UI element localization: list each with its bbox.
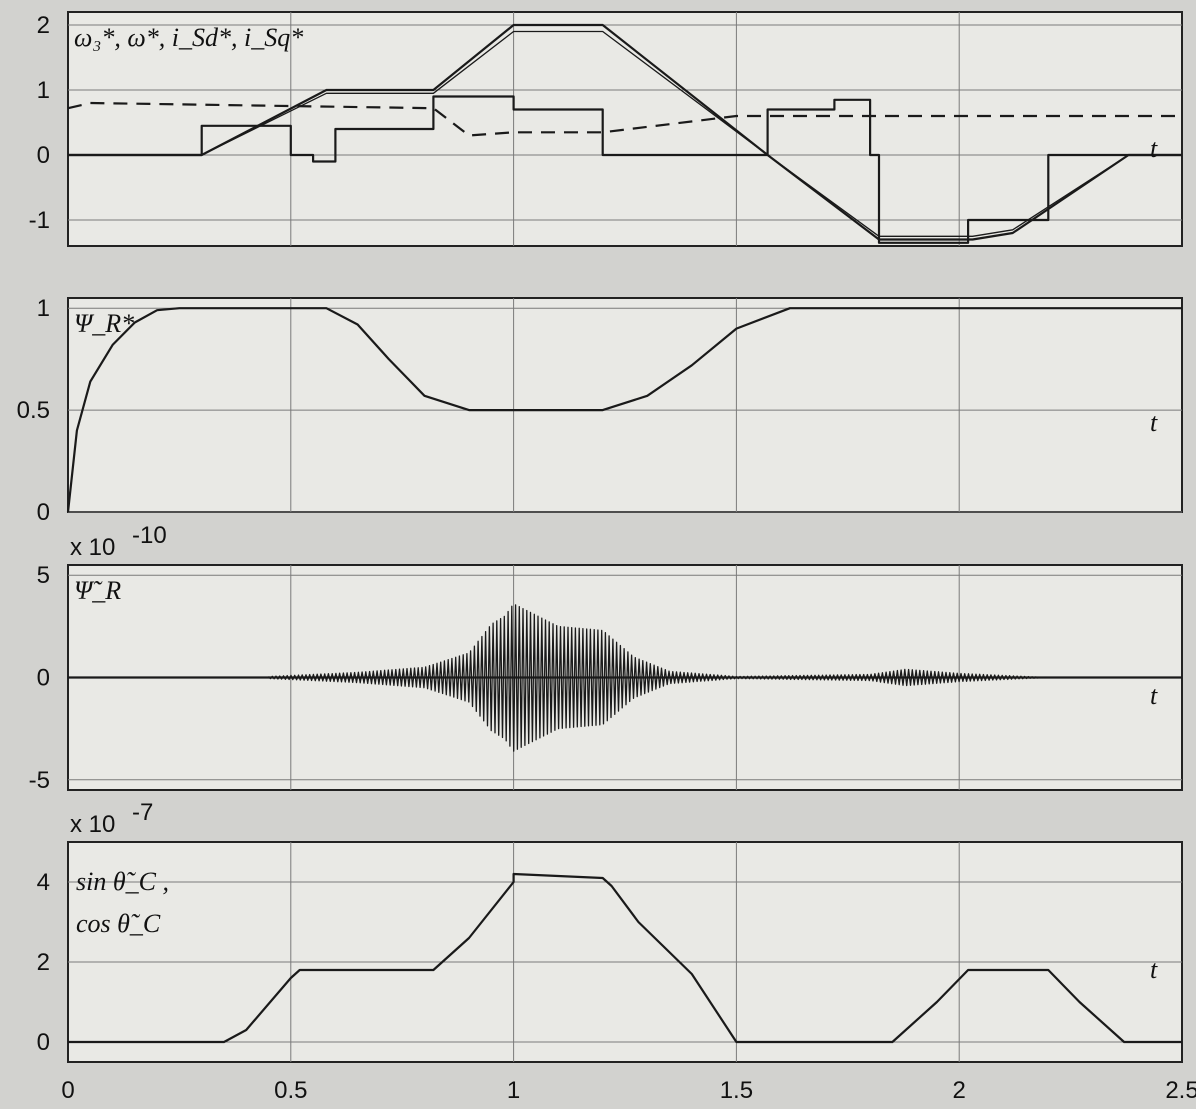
y-tick-label: 4 xyxy=(37,869,50,896)
legend-label: ω₃*, ω*, i_Sd*, i_Sq* xyxy=(74,23,303,52)
y-scale-exponent: -10 xyxy=(132,522,167,549)
y-tick-label: 0 xyxy=(37,142,50,169)
legend-label: Ψ_R* xyxy=(74,309,134,338)
x-axis: 0 0.5 1 1.5 2 2.5 xyxy=(61,1077,1196,1104)
legend-label: sin θ̃_C , xyxy=(76,867,169,896)
y-tick-label: 0 xyxy=(37,499,50,526)
y-tick-label: 1 xyxy=(37,295,50,322)
series-line xyxy=(67,101,1182,137)
x-axis-label: t xyxy=(1150,681,1158,710)
x-axis-label: t xyxy=(1150,134,1158,163)
x-tick-label: 1.5 xyxy=(720,1077,753,1104)
chart-panel-3: -5 0 5 x 10 -10 Ψ̃_Rt xyxy=(29,522,1183,794)
y-tick-label: 1 xyxy=(37,77,50,104)
legend-label: Ψ̃_R xyxy=(74,576,121,605)
x-tick-label: 2.5 xyxy=(1165,1077,1196,1104)
y-tick-label: -5 xyxy=(29,767,50,794)
y-scale-label: x 10 xyxy=(70,534,115,561)
plot-frame xyxy=(67,841,1183,1063)
x-tick-label: 0 xyxy=(61,1077,74,1104)
x-axis-label: t xyxy=(1150,408,1158,437)
series-line xyxy=(66,307,1182,513)
x-tick-label: 0.5 xyxy=(274,1077,307,1104)
x-tick-label: 1 xyxy=(507,1077,520,1104)
series-line xyxy=(268,604,1048,752)
y-tick-label: 0.5 xyxy=(17,397,50,424)
chart-panel-1: -1 0 1 2 ω₃*, ω*, i_Sd*, i_Sq*t xyxy=(29,11,1183,247)
x-tick-label: 2 xyxy=(953,1077,966,1104)
y-tick-label: -1 xyxy=(29,207,50,234)
y-tick-label: 0 xyxy=(37,1029,50,1056)
legend-label: cos θ̃_C xyxy=(76,909,161,938)
y-tick-label: 5 xyxy=(37,562,50,589)
y-scale-label: x 10 xyxy=(70,811,115,838)
y-scale-exponent: -7 xyxy=(132,799,153,826)
y-tick-label: 0 xyxy=(37,665,50,692)
chart-panel-4: 0 2 4 x 10 -7 sin θ̃_C , cos θ̃_Ct xyxy=(37,799,1183,1063)
series-line xyxy=(68,95,1182,244)
chart-panel-2: 0 0.5 1 Ψ_R*t xyxy=(17,295,1183,526)
x-axis-label: t xyxy=(1150,955,1158,984)
y-tick-label: 2 xyxy=(37,12,50,39)
series-line xyxy=(68,30,1182,237)
series-line xyxy=(68,872,1182,1044)
y-tick-label: 2 xyxy=(37,949,50,976)
plot-frame xyxy=(67,297,1183,513)
